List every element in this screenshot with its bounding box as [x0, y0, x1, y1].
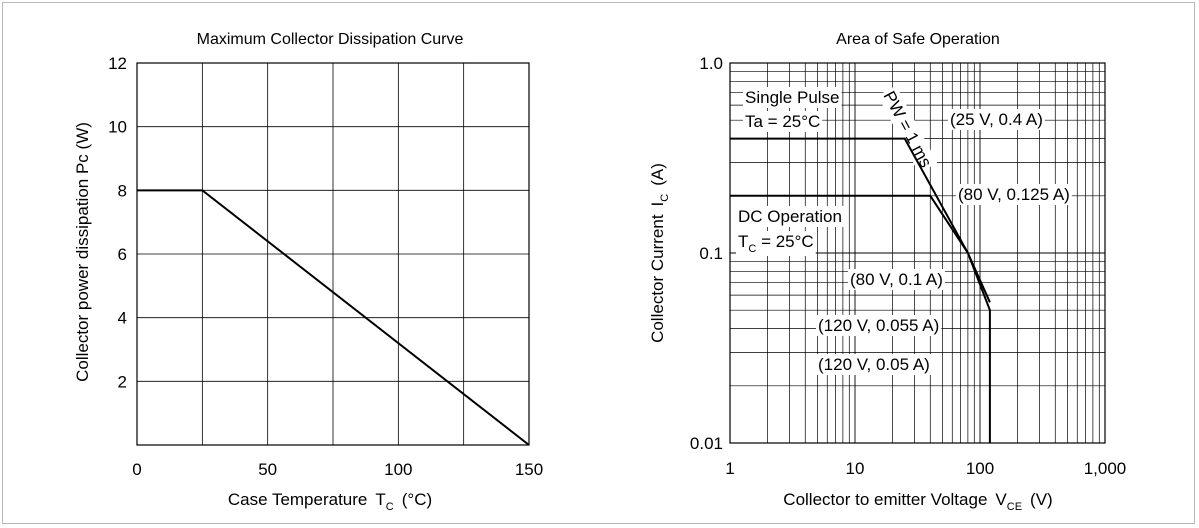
dissipation-y-axis-label: Collector power dissipation Pc (W) — [73, 122, 92, 382]
dissipation-tick-labels: 0 50 100 150 2 4 6 8 10 12 — [108, 54, 543, 479]
safe-operation-x-tick-label: 1,000 — [1084, 459, 1127, 478]
safe-operation-x-tick-label: 10 — [846, 459, 865, 478]
point-25v-0.4a-label: (25 V, 0.4 A) — [950, 110, 1043, 129]
dissipation-x-tick-label: 150 — [515, 460, 543, 479]
ta-label: Ta = 25°C — [745, 112, 820, 131]
single-pulse-label: Single Pulse — [745, 88, 840, 107]
safe-operation-x-tick-label: 1 — [725, 459, 734, 478]
dissipation-x-tick-label: 50 — [258, 460, 277, 479]
pulse-soa-curve — [730, 139, 990, 443]
safe-operation-title: Area of Safe Operation — [836, 31, 1000, 48]
safe-operation-y-tick-label: 0.01 — [690, 434, 723, 453]
point-120v-0.05a-label: (120 V, 0.05 A) — [818, 355, 930, 374]
dissipation-x-tick-label: 100 — [384, 460, 412, 479]
dissipation-x-axis-label: Case Temperature TC (°C) — [228, 490, 432, 513]
safe-operation-y-tick-label: 0.1 — [699, 244, 723, 263]
dissipation-title: Maximum Collector Dissipation Curve — [197, 31, 464, 48]
dissipation-grid — [137, 63, 529, 445]
dissipation-y-tick-label: 8 — [118, 181, 127, 200]
point-80v-0.125a-label: (80 V, 0.125 A) — [958, 185, 1070, 204]
pulse-width-label: PW = 1 ms — [879, 88, 935, 171]
dissipation-x-tick-label: 0 — [132, 460, 141, 479]
dissipation-chart: Maximum Collector Dissipation Curve 0 50 1… — [73, 31, 543, 513]
dissipation-y-tick-label: 2 — [118, 372, 127, 391]
safe-operation-x-tick-label: 100 — [966, 459, 994, 478]
dissipation-y-tick-label: 4 — [118, 309, 127, 328]
dissipation-y-tick-label: 6 — [118, 245, 127, 264]
safe-operation-y-tick-label: 1.0 — [699, 54, 723, 73]
safe-operation-chart: Area of Safe Operation 1 10 100 1,000 0.01 0.… — [648, 31, 1126, 513]
point-80v-0.1a-label: (80 V, 0.1 A) — [850, 270, 943, 289]
safe-operation-annotations: Single Pulse Ta = 25°C DC Operation TC =… — [736, 86, 1072, 375]
dc-operation-label: DC Operation — [738, 207, 842, 226]
safe-operation-y-axis-label: Collector CurrentIC(A) — [648, 163, 671, 343]
dissipation-y-tick-label: 12 — [108, 54, 127, 73]
dissipation-y-tick-label: 10 — [108, 118, 127, 137]
point-120v-0.055a-label: (120 V, 0.055 A) — [818, 316, 939, 335]
safe-operation-x-axis-label: Collector to emitter Voltage VCE (V) — [783, 490, 1052, 513]
